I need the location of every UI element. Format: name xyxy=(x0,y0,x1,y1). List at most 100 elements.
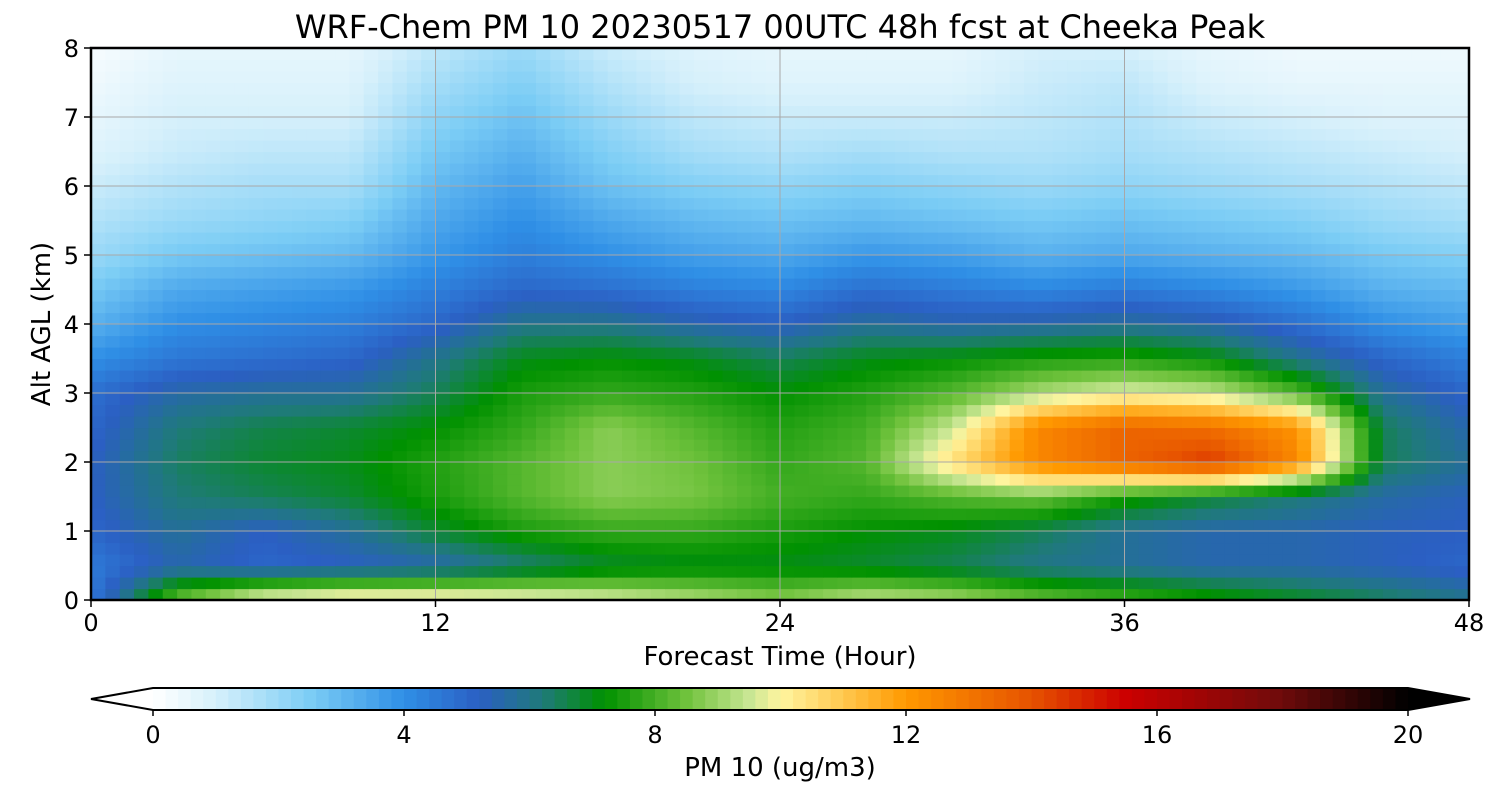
heatmap-cell xyxy=(923,335,939,348)
heatmap-cell xyxy=(1325,197,1341,210)
heatmap-cell xyxy=(650,105,666,118)
heatmap-cell xyxy=(1253,416,1269,429)
heatmap-cell xyxy=(1325,151,1341,164)
heatmap-cell xyxy=(1110,105,1126,118)
heatmap-cell xyxy=(1210,266,1226,279)
heatmap-cell xyxy=(1110,577,1126,590)
heatmap-cell xyxy=(234,473,250,486)
heatmap-cell xyxy=(1282,427,1298,440)
heatmap-cell xyxy=(693,82,709,95)
heatmap-cell xyxy=(679,347,695,360)
heatmap-cell xyxy=(1339,128,1355,141)
heatmap-cell xyxy=(535,335,551,348)
heatmap-cell xyxy=(1210,59,1226,72)
heatmap-cell xyxy=(1454,370,1469,383)
heatmap-cell xyxy=(1153,335,1169,348)
heatmap-cell xyxy=(1425,163,1441,176)
heatmap-cell xyxy=(1382,117,1398,130)
heatmap-cell xyxy=(349,82,365,95)
heatmap-cell xyxy=(693,427,709,440)
heatmap-cell xyxy=(1354,209,1370,222)
heatmap-cell xyxy=(593,588,609,600)
heatmap-cell xyxy=(234,186,250,199)
heatmap-cell xyxy=(1153,197,1169,210)
heatmap-cell xyxy=(564,335,580,348)
heatmap-cell xyxy=(1411,94,1427,107)
heatmap-cell xyxy=(808,289,824,302)
heatmap-cell xyxy=(263,485,279,498)
heatmap-cell xyxy=(1081,381,1097,394)
heatmap-cell xyxy=(191,450,207,463)
heatmap-cell xyxy=(880,335,896,348)
heatmap-cell xyxy=(823,48,839,61)
heatmap-cell xyxy=(320,370,336,383)
heatmap-cell xyxy=(808,381,824,394)
heatmap-cell xyxy=(1153,404,1169,417)
heatmap-cell xyxy=(1138,278,1154,291)
heatmap-cell xyxy=(320,278,336,291)
x-tick-label: 36 xyxy=(1109,609,1140,637)
heatmap-cell xyxy=(521,255,537,268)
heatmap-cell xyxy=(1440,588,1456,600)
heatmap-cell xyxy=(335,519,350,532)
heatmap-cell xyxy=(952,577,968,590)
heatmap-cell xyxy=(492,439,508,452)
heatmap-cell xyxy=(105,105,121,118)
heatmap-cell xyxy=(1038,94,1054,107)
heatmap-cell xyxy=(564,381,580,394)
heatmap-cell xyxy=(937,243,953,256)
heatmap-cell xyxy=(535,48,551,61)
heatmap-cell xyxy=(1138,232,1154,245)
heatmap-cell xyxy=(1382,347,1398,360)
heatmap-cell xyxy=(335,174,350,187)
heatmap-cell xyxy=(1454,301,1469,314)
heatmap-cell xyxy=(1282,416,1298,429)
heatmap-cell xyxy=(1454,255,1469,268)
colorbar-segment xyxy=(893,688,907,710)
heatmap-cell xyxy=(1382,232,1398,245)
heatmap-cell xyxy=(1425,450,1441,463)
heatmap-cell xyxy=(579,404,594,417)
heatmap-cell xyxy=(105,450,121,463)
heatmap-cell xyxy=(894,278,910,291)
heatmap-cell xyxy=(650,462,666,475)
heatmap-cell xyxy=(607,588,623,600)
heatmap-cell xyxy=(980,220,996,233)
colorbar-tick-label: 20 xyxy=(1393,721,1424,749)
heatmap-cell xyxy=(1067,347,1083,360)
heatmap-cell xyxy=(751,335,767,348)
heatmap-cell xyxy=(1382,197,1398,210)
heatmap-cell xyxy=(837,82,853,95)
heatmap-cell xyxy=(1124,289,1140,302)
heatmap-cell xyxy=(823,105,839,118)
heatmap-cell xyxy=(665,439,681,452)
heatmap-cell xyxy=(995,151,1011,164)
heatmap-cell xyxy=(435,496,451,509)
heatmap-cell xyxy=(320,462,336,475)
heatmap-cell xyxy=(1368,140,1384,153)
heatmap-cell xyxy=(564,416,580,429)
heatmap-cell xyxy=(1153,220,1169,233)
heatmap-cell xyxy=(1067,519,1083,532)
heatmap-cell xyxy=(507,358,523,371)
heatmap-cell xyxy=(1354,220,1370,233)
heatmap-cell xyxy=(923,278,939,291)
heatmap-cell xyxy=(277,404,293,417)
heatmap-cell xyxy=(1325,174,1341,187)
heatmap-cell xyxy=(1024,416,1039,429)
colorbar-segment xyxy=(378,688,392,710)
heatmap-cell xyxy=(1124,485,1140,498)
heatmap-cell xyxy=(722,335,738,348)
heatmap-cell xyxy=(923,531,939,544)
heatmap-cell xyxy=(564,565,580,578)
heatmap-cell xyxy=(636,128,652,141)
heatmap-cell xyxy=(1181,519,1197,532)
heatmap-cell xyxy=(622,416,638,429)
heatmap-cell xyxy=(1397,335,1413,348)
heatmap-cell xyxy=(937,404,953,417)
heatmap-cell xyxy=(277,416,293,429)
heatmap-cell xyxy=(736,577,752,590)
heatmap-cell xyxy=(105,174,121,187)
heatmap-cell xyxy=(765,289,781,302)
heatmap-cell xyxy=(378,105,394,118)
